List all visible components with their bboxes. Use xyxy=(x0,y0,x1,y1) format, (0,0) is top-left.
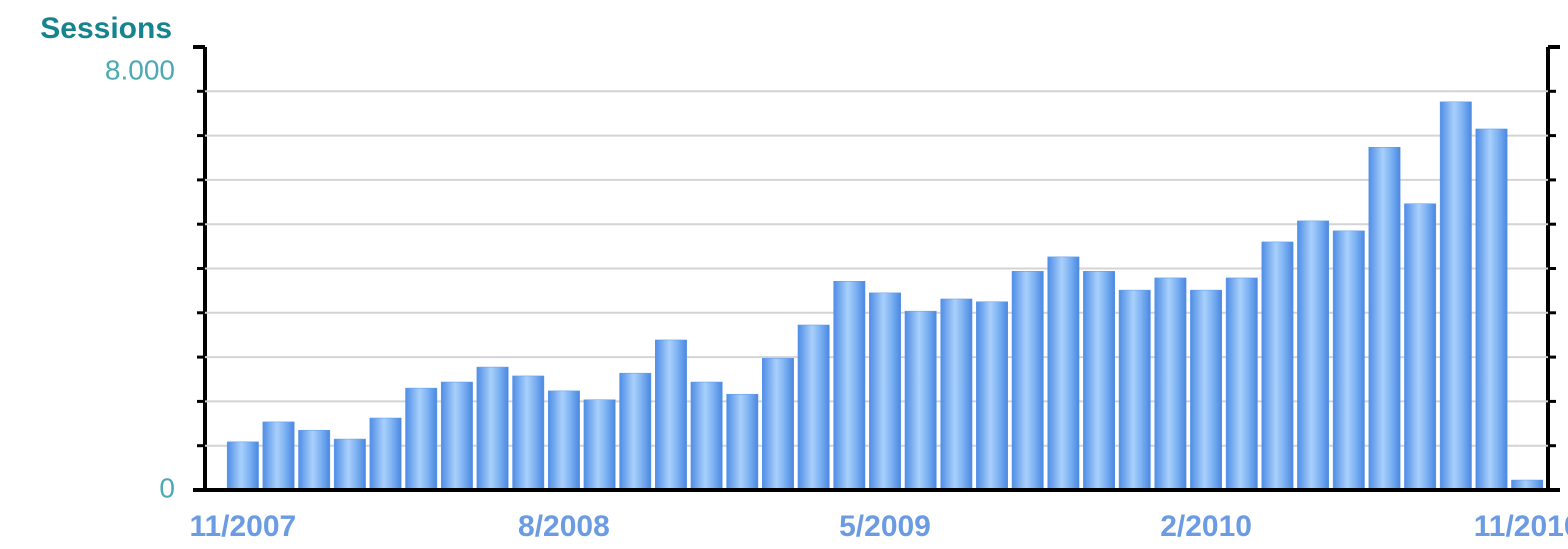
bar xyxy=(1332,230,1365,491)
bar xyxy=(833,280,866,491)
x-tick-label: 11/2007 xyxy=(189,510,296,543)
bar xyxy=(1297,220,1330,491)
bar xyxy=(583,399,616,491)
bar xyxy=(226,441,259,491)
bar xyxy=(1154,277,1187,491)
bar xyxy=(262,421,295,491)
x-tick-label: 8/2008 xyxy=(518,510,610,543)
bar xyxy=(1475,128,1508,491)
bar xyxy=(726,393,759,491)
bar xyxy=(869,292,901,491)
bar xyxy=(654,339,687,491)
bar xyxy=(1190,289,1223,491)
bar xyxy=(1083,271,1116,491)
bar xyxy=(690,381,723,491)
bar xyxy=(476,366,509,491)
y-tick-label: 8.000 xyxy=(105,54,175,85)
bar xyxy=(1118,289,1151,491)
bar xyxy=(547,390,580,491)
bar xyxy=(1439,101,1472,491)
y-axis-label: Sessions xyxy=(40,12,172,45)
bar xyxy=(298,429,331,491)
bar xyxy=(797,324,830,491)
bar xyxy=(1404,203,1437,491)
bar xyxy=(619,372,652,491)
bar xyxy=(904,310,937,491)
bar xyxy=(1225,277,1258,491)
bar xyxy=(405,387,438,491)
bar xyxy=(512,375,545,491)
bar xyxy=(369,417,402,491)
bar xyxy=(1011,271,1044,491)
x-tick-label: 5/2009 xyxy=(839,510,931,543)
x-tick-label: 2/2010 xyxy=(1160,510,1252,543)
bar xyxy=(440,381,473,491)
bar xyxy=(940,298,973,491)
x-tick-label: 11/2010 xyxy=(1474,510,1568,543)
bar xyxy=(1261,241,1294,491)
bar xyxy=(1368,146,1401,491)
bar xyxy=(1047,256,1080,491)
bar xyxy=(976,301,1008,491)
bar xyxy=(762,357,794,491)
bar xyxy=(333,438,366,491)
y-tick-label: 0 xyxy=(159,472,175,503)
